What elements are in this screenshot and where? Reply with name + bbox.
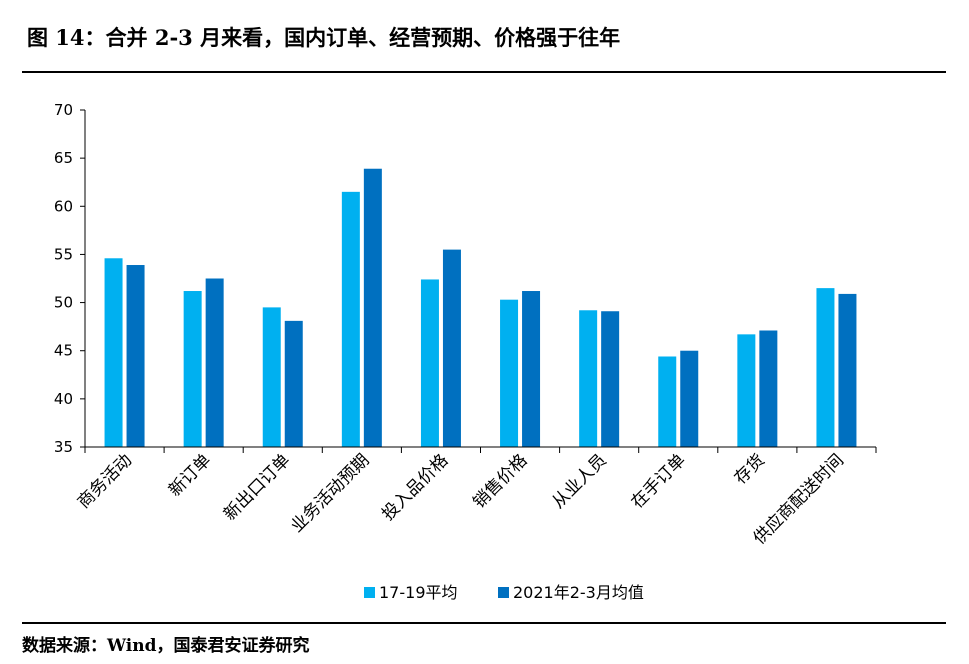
y-axis: 35 40 45 50 55 60 65 70 [54,101,86,456]
y-tick-label: 35 [54,438,73,456]
legend-swatch [364,587,375,598]
bars [104,168,857,447]
x-category-label: 在手订单 [628,450,690,512]
x-category-label: 商务活动 [74,450,136,512]
x-category-label: 新订单 [165,450,215,500]
bar [262,307,281,447]
bar [126,265,145,447]
y-tick-label: 60 [54,197,73,215]
bar [363,168,382,447]
legend-label: 2021年2-3月均值 [513,583,644,602]
bar [737,334,756,447]
bar [205,278,224,447]
bar [601,311,620,447]
bar [759,330,778,447]
x-category-label: 投入品价格 [378,450,452,524]
figure-title: 图 14：合并 2-3 月来看，国内订单、经营预期、价格强于往年 [27,25,621,50]
bar [816,288,835,447]
bar [284,320,303,447]
y-tick-label: 50 [54,294,73,312]
bar [500,299,519,447]
legend-swatch [498,587,509,598]
x-category-label: 销售价格 [469,450,531,512]
x-category-label: 新出口订单 [220,450,294,524]
bar [420,279,439,447]
bar [579,310,598,447]
x-category-label: 业务活动预期 [287,450,373,536]
legend-label: 17-19平均 [379,583,458,602]
x-category-label: 从业人员 [548,450,610,512]
bar [522,291,541,447]
bar [838,293,857,447]
source-rule [22,622,946,624]
y-tick-label: 40 [54,390,73,408]
bar [341,191,360,447]
y-tick-label: 65 [54,149,73,167]
y-tick-label: 70 [54,101,73,119]
x-category-label: 存货 [731,450,769,488]
y-tick-label: 45 [54,342,73,360]
y-tick-label: 55 [54,245,73,263]
bar [658,356,677,447]
source-note: 数据来源：Wind，国泰君安证券研究 [22,636,310,656]
title-rule [22,71,946,73]
legend: 17-19平均 2021年2-3月均值 [364,583,644,602]
bar [442,249,461,447]
bar [680,350,699,447]
bar [183,291,202,447]
bar [104,258,123,447]
